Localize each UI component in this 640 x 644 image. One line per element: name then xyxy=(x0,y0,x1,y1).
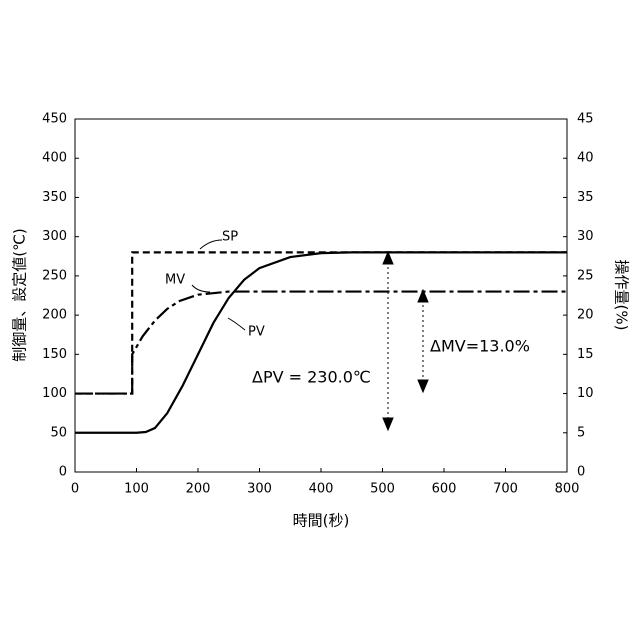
delta-mv-annotation: ΔMV=13.0% xyxy=(430,337,530,356)
y-tick-label: 450 xyxy=(42,112,67,127)
y2-tick-label: 15 xyxy=(577,347,594,362)
x-tick-label: 200 xyxy=(186,482,211,497)
y-tick-label: 150 xyxy=(42,347,67,362)
y2-tick-label: 20 xyxy=(577,308,594,323)
y-tick-label: 300 xyxy=(42,229,67,244)
x-axis-label: 時間(秒) xyxy=(293,512,350,530)
mv-label: MV xyxy=(165,273,185,288)
x-tick-label: 700 xyxy=(493,482,518,497)
chart: 時間(秒) 制御量、設定値(℃) 操作量(%) SP MV PV ΔPV = 2… xyxy=(0,0,640,640)
y2-tick-label: 5 xyxy=(577,425,585,440)
y2-tick-label: 25 xyxy=(577,268,594,283)
y-tick-label: 250 xyxy=(42,268,67,283)
x-tick-label: 300 xyxy=(247,482,272,497)
x-tick-label: 0 xyxy=(71,482,79,497)
y2-tick-label: 35 xyxy=(577,190,594,205)
y-tick-label: 200 xyxy=(42,308,67,323)
y2-axis-label: 操作量(%) xyxy=(613,260,631,331)
x-tick-label: 400 xyxy=(309,482,334,497)
x-tick-label: 600 xyxy=(432,482,457,497)
delta-arrows xyxy=(192,240,428,430)
y-tick-label: 100 xyxy=(42,386,67,401)
y-tick-label: 0 xyxy=(59,465,67,480)
y2-tick-label: 30 xyxy=(577,229,594,244)
y-axis-label: 制御量、設定値(℃) xyxy=(11,228,29,362)
x-tick-label: 100 xyxy=(124,482,149,497)
x-tick-label: 500 xyxy=(370,482,395,497)
sp-label: SP xyxy=(222,230,238,245)
y2-tick-label: 10 xyxy=(577,386,594,401)
delta-pv-annotation: ΔPV = 230.0℃ xyxy=(252,368,371,387)
plot-frame xyxy=(75,119,567,472)
y-tick-label: 350 xyxy=(42,190,67,205)
pv-label: PV xyxy=(248,325,265,340)
y2-tick-label: 45 xyxy=(577,112,594,127)
y2-tick-label: 0 xyxy=(577,465,585,480)
y2-tick-label: 40 xyxy=(577,151,594,166)
x-tick-label: 800 xyxy=(555,482,580,497)
y-tick-label: 50 xyxy=(50,425,67,440)
y-tick-label: 400 xyxy=(42,151,67,166)
